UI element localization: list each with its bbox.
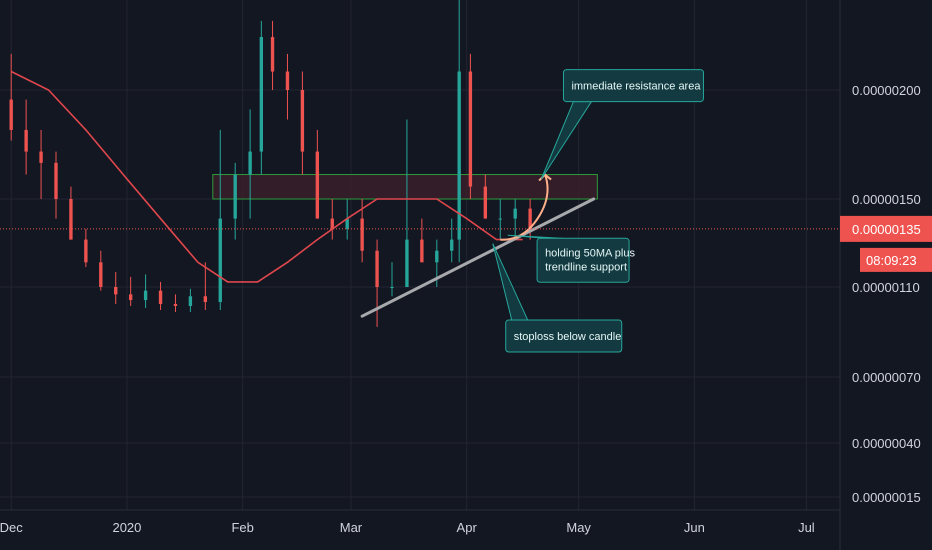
candle-body — [218, 218, 222, 303]
resistance-zone — [212, 174, 598, 200]
candle-body — [54, 162, 58, 199]
resistance-box — [212, 174, 598, 200]
candle-body — [128, 294, 133, 301]
callout-box — [536, 237, 630, 283]
callout-text-holding-line1: holding 50MA plus — [545, 247, 635, 259]
last-price-tag — [840, 215, 932, 242]
callout-text-resistance: immediate resistance area — [571, 81, 701, 93]
callout-text-holding-line2: trendline support — [545, 261, 627, 273]
callouts: immediate resistance area holding 50MA pl… — [492, 69, 704, 353]
trendline-path — [360, 197, 596, 318]
grid-lines — [0, 0, 841, 550]
last-price-label: 0.00000135 — [852, 222, 921, 237]
price-axis[interactable]: 0.00000200 0.00000150 0.00000110 0.00000070… — [852, 83, 921, 505]
callout-box — [505, 319, 623, 353]
x-tick-label: Mar — [340, 520, 363, 535]
candle-body — [173, 303, 178, 306]
candle-body — [84, 239, 88, 263]
time-axis[interactable]: Dec 2020 Feb Mar Apr May Jun Jul — [0, 520, 815, 535]
candle-body — [9, 99, 13, 130]
candle-body — [420, 239, 424, 263]
candle-body — [143, 290, 148, 301]
candle-body — [330, 218, 334, 229]
candle-body — [457, 71, 461, 240]
candle-body — [69, 199, 73, 240]
callout-text-stoploss: stoploss below candle — [514, 331, 622, 343]
candle-body — [203, 296, 208, 303]
candle-body — [259, 37, 264, 152]
ma50-path — [10, 70, 523, 283]
callout-pointer — [540, 101, 593, 180]
candle-body — [375, 250, 379, 287]
candle-body — [483, 186, 488, 219]
y-tick-label: 0.00000110 — [852, 280, 920, 295]
candle-body — [114, 287, 118, 295]
x-tick-label: Feb — [231, 520, 253, 535]
x-tick-label: Dec — [0, 520, 23, 535]
candle-body — [390, 287, 394, 288]
candle-body — [158, 290, 163, 304]
candle-body — [345, 218, 349, 229]
x-tick-label: May — [566, 520, 591, 535]
x-tick-label: Jul — [798, 520, 815, 535]
y-tick-label: 0.00000200 — [852, 83, 921, 98]
countdown-tag — [860, 247, 932, 272]
candle-body — [360, 218, 364, 251]
y-tick-label: 0.00000150 — [852, 192, 921, 207]
candle-body — [513, 208, 517, 219]
y-tick-label: 0.00000070 — [852, 370, 921, 385]
candle-body — [300, 90, 305, 152]
candle-body — [498, 218, 502, 220]
ma50-line — [10, 70, 523, 283]
candle-body — [270, 37, 275, 72]
y-tick-label: 0.00000015 — [852, 490, 921, 505]
candle-body — [468, 71, 473, 187]
candle-body — [405, 239, 409, 287]
trendline — [360, 197, 596, 318]
candle-body — [39, 151, 43, 163]
candle-body — [528, 208, 532, 229]
candle-body — [450, 239, 454, 251]
x-tick-label: Jun — [684, 520, 705, 535]
candles — [9, 0, 532, 327]
candle-body — [99, 262, 103, 287]
candle-body — [285, 71, 290, 90]
callout-pointer — [492, 243, 529, 321]
x-tick-label: 2020 — [112, 520, 141, 535]
callout-box — [562, 69, 704, 103]
candle-body — [24, 129, 28, 152]
y-tick-label: 0.00000040 — [852, 436, 921, 451]
candle-body — [315, 151, 320, 219]
price-tags: 0.00000135 08:09:23 — [840, 215, 932, 272]
candle-body — [248, 151, 252, 175]
countdown-label: 08:09:23 — [866, 253, 917, 268]
x-tick-label: Apr — [457, 520, 478, 535]
arrow-path — [500, 174, 549, 241]
candle-body — [435, 250, 439, 263]
candle-body — [188, 296, 193, 306]
candle-body — [233, 174, 237, 219]
